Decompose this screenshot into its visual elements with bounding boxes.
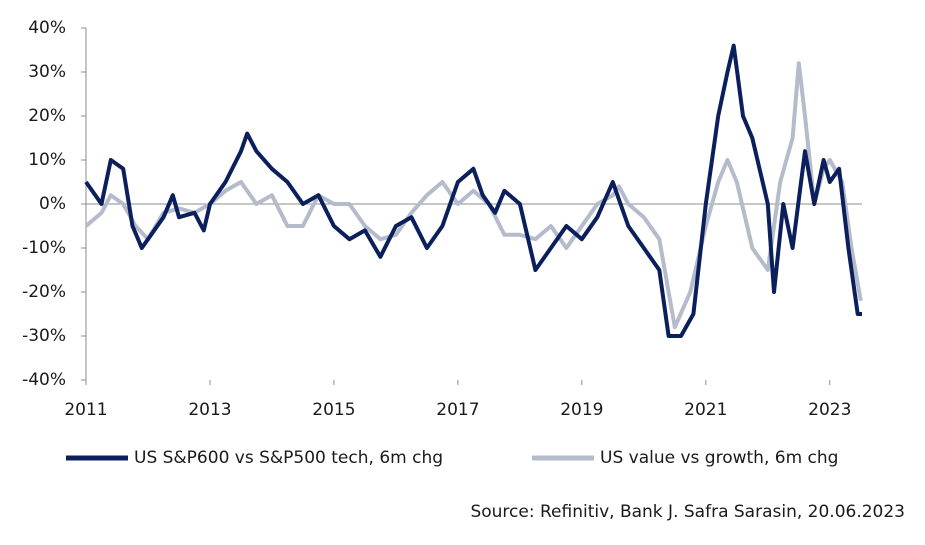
- series-line: [84, 61, 863, 330]
- x-tick-label: 2019: [560, 400, 603, 420]
- y-tick-label: 10%: [28, 150, 66, 170]
- x-tick-label: 2021: [684, 400, 727, 420]
- x-tick-label: 2011: [64, 400, 107, 420]
- y-tick-label: 40%: [28, 18, 66, 38]
- legend-label: US S&P600 vs S&P500 tech, 6m chg: [134, 448, 443, 468]
- source: Source: Refinitiv, Bank J. Safra Sarasin…: [470, 502, 905, 522]
- series-line: [84, 43, 862, 338]
- x-tick-label: 2015: [312, 400, 355, 420]
- x-tick-label: 2017: [436, 400, 479, 420]
- legend-label: US value vs growth, 6m chg: [600, 448, 838, 468]
- y-tick-label: 30%: [28, 62, 66, 82]
- y-tick-label: -20%: [22, 282, 66, 302]
- y-tick-label: 20%: [28, 106, 66, 126]
- y-tick-label: -30%: [22, 326, 66, 346]
- y-tick-label: 0%: [39, 194, 66, 214]
- y-tick-label: -10%: [22, 238, 66, 258]
- x-tick-label: 2023: [808, 400, 851, 420]
- y-tick-label: -40%: [22, 370, 66, 390]
- x-tick-label: 2013: [188, 400, 231, 420]
